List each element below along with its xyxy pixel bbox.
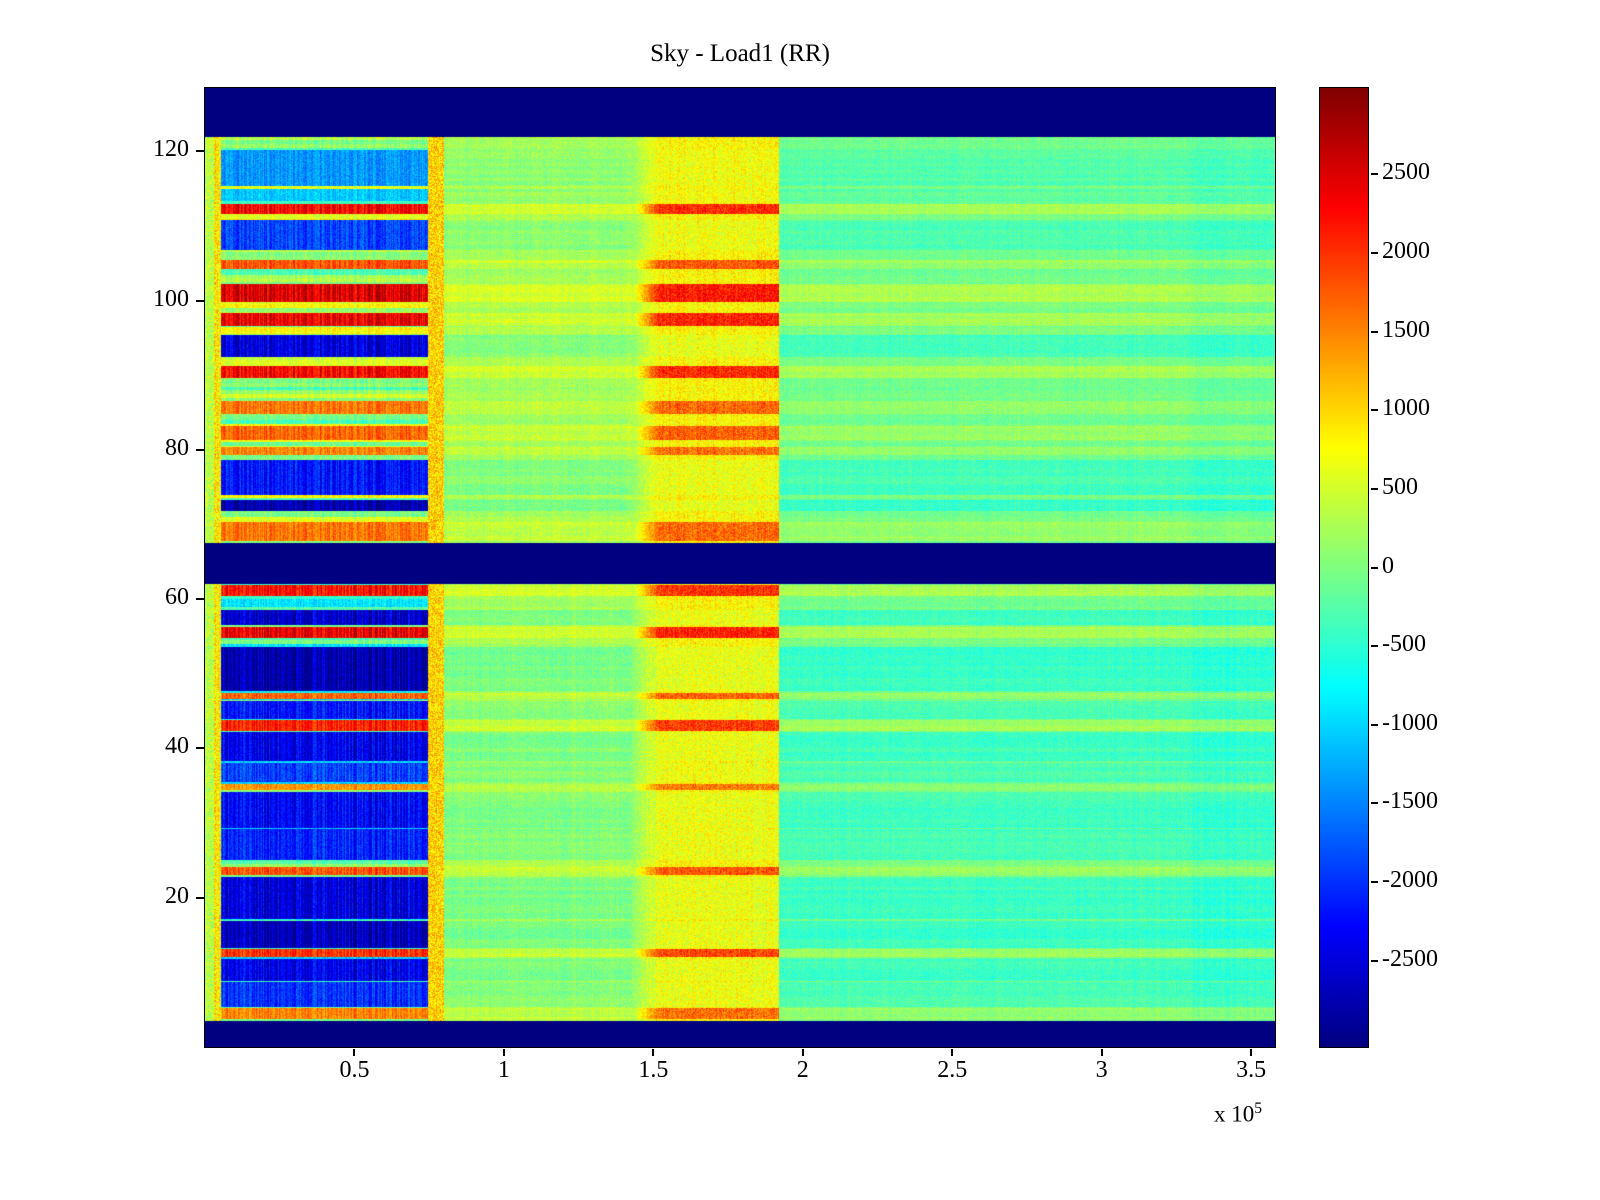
x-axis-offset-label: x 105 [1214,1100,1262,1128]
x-tick-label: 1 [497,1057,510,1083]
plot-area [204,87,1276,1048]
x-tick-mark [1250,1049,1253,1056]
colorbar-tick-mark [1371,330,1378,333]
offset-exponent: 5 [1254,1100,1263,1117]
colorbar-canvas [1320,88,1368,1047]
x-tick-label: 3 [1095,1057,1108,1083]
y-tick-label: 20 [165,882,189,909]
colorbar-tick-label: 500 [1382,474,1418,501]
colorbar-tick-mark [1371,173,1378,176]
y-tick-mark [196,299,204,302]
chart-title: Sky - Load1 (RR) [650,40,830,67]
x-tick-label: 3.5 [1236,1057,1267,1083]
colorbar-tick-label: 0 [1382,552,1394,579]
colorbar-tick-mark [1371,252,1378,255]
x-tick-label: 2.5 [937,1057,968,1083]
x-tick-mark [951,1049,954,1056]
y-tick-mark [196,598,204,601]
colorbar-tick-label: 2000 [1382,238,1430,265]
y-tick-label: 40 [165,733,189,760]
y-tick-mark [196,448,204,451]
x-tick-label: 1.5 [638,1057,669,1083]
y-tick-label: 60 [165,584,189,611]
y-tick-label: 120 [153,136,189,163]
colorbar-tick-label: -1500 [1382,788,1438,815]
colorbar-tick-mark [1371,723,1378,726]
colorbar-tick-label: -2000 [1382,867,1438,894]
y-tick-mark [196,896,204,899]
x-tick-mark [1100,1049,1103,1056]
colorbar-tick-mark [1371,487,1378,490]
colorbar-tick-mark [1371,802,1378,805]
colorbar-tick-label: -2500 [1382,945,1438,972]
colorbar-tick-label: 1000 [1382,395,1430,422]
offset-mantissa: x 10 [1214,1101,1255,1127]
x-tick-mark [502,1049,505,1056]
colorbar-tick-mark [1371,566,1378,569]
heatmap-canvas [205,88,1275,1047]
y-tick-mark [196,747,204,750]
colorbar-tick-mark [1371,880,1378,883]
colorbar-tick-label: 2500 [1382,159,1430,186]
x-tick-label: 2 [796,1057,809,1083]
y-tick-label: 100 [153,285,189,312]
colorbar-tick-label: -1000 [1382,709,1438,736]
colorbar-tick-label: -500 [1382,631,1426,658]
colorbar-tick-mark [1371,645,1378,648]
x-tick-mark [801,1049,804,1056]
y-tick-mark [196,150,204,153]
colorbar-tick-mark [1371,959,1378,962]
colorbar [1319,87,1369,1048]
x-tick-label: 0.5 [339,1057,370,1083]
colorbar-tick-label: 1500 [1382,316,1430,343]
y-tick-label: 80 [165,435,189,462]
colorbar-tick-mark [1371,409,1378,412]
x-tick-mark [353,1049,356,1056]
x-tick-mark [652,1049,655,1056]
